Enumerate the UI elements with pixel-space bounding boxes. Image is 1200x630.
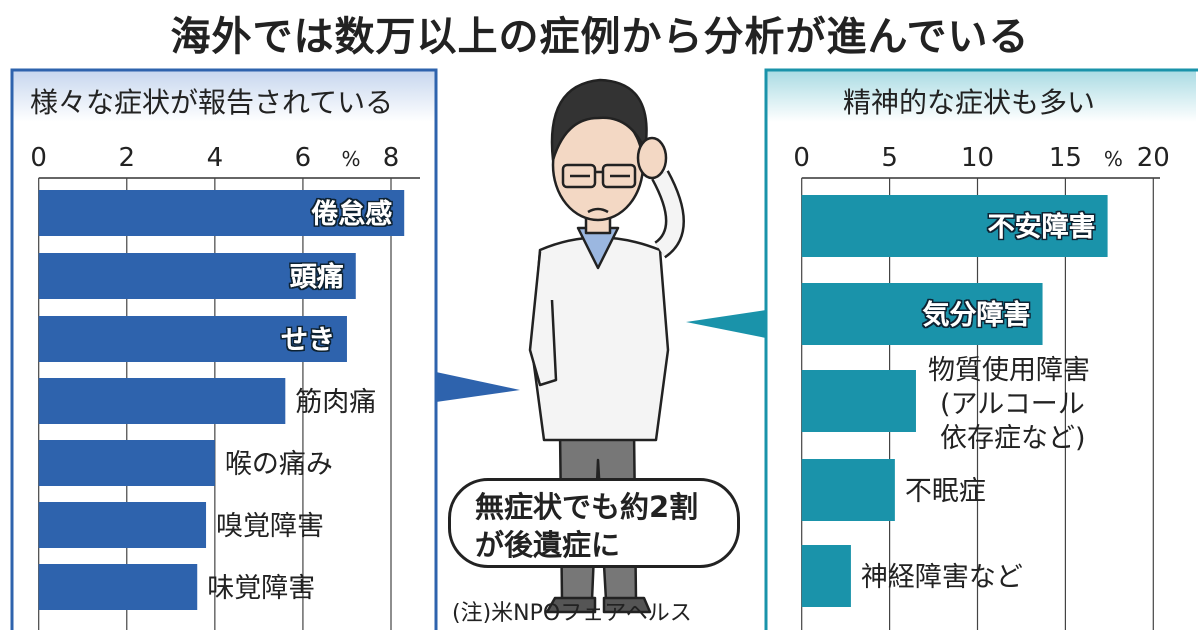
bar — [38, 440, 215, 486]
unit-label: % — [341, 147, 360, 171]
unit-label: % — [1104, 147, 1123, 171]
tick-label: 8 — [383, 143, 400, 173]
bar — [38, 253, 356, 299]
bar-label: 筋肉痛 — [295, 387, 376, 418]
bar-label: 物質使用障害 — [928, 355, 1090, 386]
source-note: (注)米NPOフェアヘルス — [452, 601, 692, 626]
bar — [38, 502, 207, 548]
bar-label: 依存症など) — [940, 423, 1086, 454]
bar-label: (アルコール — [940, 389, 1085, 420]
left-panel-header — [12, 70, 436, 122]
right-pointer — [686, 310, 766, 338]
bar — [801, 370, 916, 432]
right-chart-title: 精神的な症状も多い — [843, 86, 1095, 119]
bar-label: 味覚障害 — [207, 573, 315, 604]
right-panel-header — [766, 70, 1196, 122]
bar — [38, 190, 405, 236]
bar — [801, 459, 895, 521]
bar-label: 倦怠感 — [311, 198, 392, 230]
tick-label: 2 — [119, 143, 136, 173]
tick-label: 5 — [881, 143, 898, 173]
bar-label: 気分障害 — [923, 299, 1031, 331]
right-panel-frame — [764, 68, 1198, 630]
bar — [801, 283, 1043, 345]
tick-label: 0 — [30, 143, 47, 173]
tick-label: 10 — [961, 143, 994, 173]
bar-label: 不眠症 — [905, 476, 986, 507]
bar-label: せき — [281, 325, 335, 356]
left-panel-frame — [10, 68, 438, 630]
tick-label: 20 — [1137, 143, 1170, 173]
main-title: 海外では数万以上の症例から分析が進んでいる — [170, 14, 1030, 60]
bubble-line-2: が後遺症に — [475, 528, 621, 562]
left-chart-title: 様々な症状が報告されている — [30, 86, 393, 119]
left-pointer — [436, 372, 520, 402]
bar — [38, 316, 347, 362]
bar-label: 喉の痛み — [225, 449, 333, 480]
bar — [801, 545, 851, 607]
speech-bubble: 無症状でも約2割 が後遺症に — [448, 478, 740, 568]
tick-label: 15 — [1049, 143, 1082, 173]
bar — [38, 564, 198, 610]
bar — [801, 195, 1108, 257]
bubble-line-1: 無症状でも約2割 — [475, 490, 699, 524]
bar-label: 不安障害 — [988, 211, 1096, 243]
tick-label: 4 — [207, 143, 224, 173]
bar — [38, 378, 286, 424]
bar-label: 神経障害など — [861, 562, 1023, 593]
bar-label: 頭痛 — [290, 261, 344, 293]
bar-label: 嗅覚障害 — [216, 511, 324, 542]
tick-label: 6 — [295, 143, 312, 173]
tick-label: 0 — [793, 143, 810, 173]
